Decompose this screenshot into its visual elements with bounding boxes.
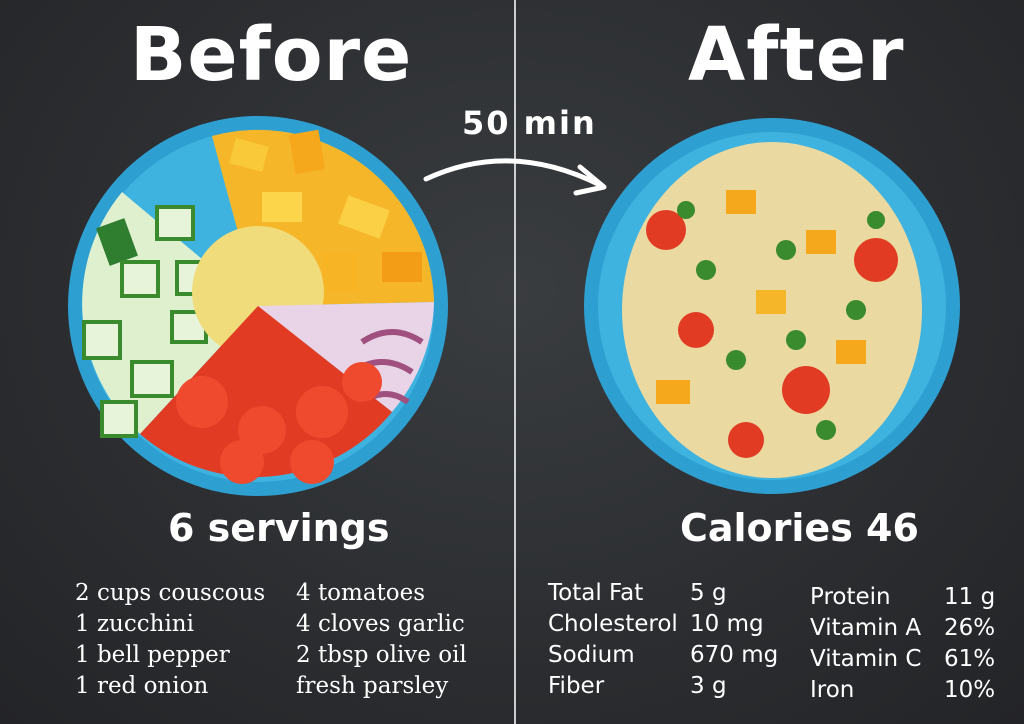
nutrient-name: Total Fat (548, 580, 644, 606)
ingredients-column-2: 4 tomatoes 4 cloves garlic 2 tbsp olive … (296, 578, 467, 702)
before-title: Before (130, 12, 413, 98)
nutrient-name: Fiber (548, 673, 605, 699)
ingredient-item: fresh parsley (296, 673, 449, 699)
nutrition-row: Fiber 3 g (548, 671, 778, 702)
time-label: 50 min (462, 104, 597, 142)
nutrition-right: Protein 11 g Vitamin A 26% Vitamin C 61% Ir… (810, 582, 995, 706)
ingredient-item: 1 red onion (75, 673, 209, 699)
nutrient-value: 5 g (690, 580, 727, 606)
ingredient-item: 1 zucchini (75, 611, 194, 637)
nutrient-name: Vitamin C (810, 646, 922, 672)
nutrient-name: Iron (810, 677, 855, 703)
ingredient-item: 2 tbsp olive oil (296, 642, 467, 668)
ingredient-item: 4 tomatoes (296, 580, 426, 606)
after-title: After (688, 12, 905, 98)
nutrient-value: 670 mg (690, 642, 779, 668)
nutrition-row: Iron 10% (810, 675, 995, 706)
nutrient-name: Vitamin A (810, 615, 922, 641)
tomato-pieces (140, 306, 392, 484)
ingredients-column-1: 2 cups couscous 1 zucchini 1 bell pepper… (75, 578, 265, 702)
nutrition-row: Cholesterol 10 mg (548, 609, 778, 640)
ingredient-item: 4 cloves garlic (296, 611, 465, 637)
nutrient-name: Protein (810, 584, 891, 610)
after-plate (584, 118, 960, 494)
arrow-icon (423, 158, 607, 196)
zucchini-pieces (82, 192, 258, 438)
nutrient-value: 10 mg (690, 611, 764, 637)
nutrition-row: Protein 11 g (810, 582, 995, 613)
nutrition-row: Sodium 670 mg (548, 640, 778, 671)
servings-label: 6 servings (168, 506, 390, 550)
nutrient-value: 61% (944, 646, 996, 672)
nutrient-value: 10% (944, 677, 996, 703)
nutrition-row: Total Fat 5 g (548, 578, 778, 609)
nutrient-name: Sodium (548, 642, 635, 668)
nutrition-left: Total Fat 5 g Cholesterol 10 mg Sodium 670 … (548, 578, 778, 702)
calories-label: Calories 46 (680, 506, 919, 550)
nutrition-row: Vitamin C 61% (810, 644, 995, 675)
nutrition-row: Vitamin A 26% (810, 613, 995, 644)
before-plate (68, 116, 448, 496)
nutrient-value: 26% (944, 615, 996, 641)
nutrient-name: Cholesterol (548, 611, 678, 637)
ingredient-item: 2 cups couscous (75, 580, 266, 606)
nutrient-value: 3 g (690, 673, 727, 699)
center-divider (514, 0, 516, 724)
mixed-vegetables (646, 190, 898, 458)
nutrient-value: 11 g (944, 584, 996, 610)
ingredient-item: 1 bell pepper (75, 642, 230, 668)
